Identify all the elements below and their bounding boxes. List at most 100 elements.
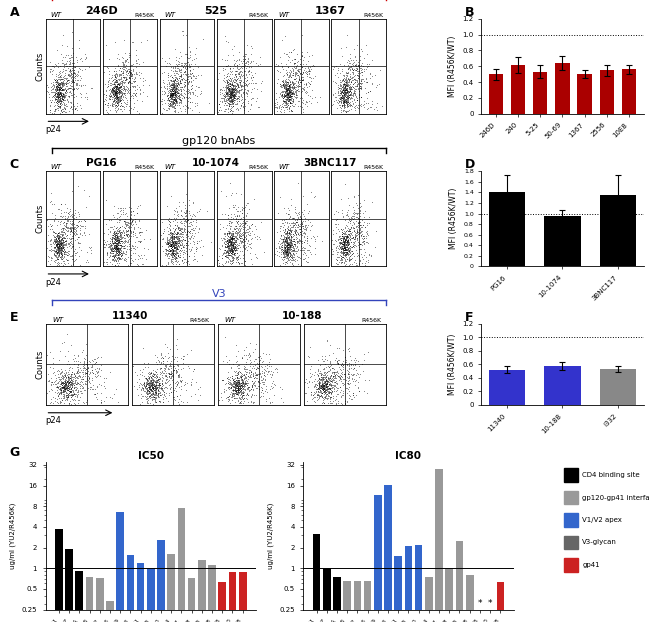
Point: [117, 77, 127, 86]
Point: [116, 70, 126, 80]
Point: [144, 379, 155, 389]
Point: [136, 381, 147, 391]
Point: [60, 383, 71, 393]
Point: [355, 63, 365, 73]
Point: [339, 79, 349, 89]
Point: [334, 373, 345, 383]
Point: [60, 211, 70, 221]
Point: [125, 209, 136, 219]
Point: [250, 381, 261, 391]
Point: [245, 386, 255, 396]
Point: [278, 75, 288, 85]
Point: [235, 384, 246, 394]
Point: [164, 236, 174, 246]
Point: [81, 359, 91, 369]
Point: [166, 88, 177, 98]
Point: [122, 67, 132, 77]
Point: [341, 245, 351, 255]
Point: [246, 369, 256, 379]
Point: [354, 92, 365, 102]
Point: [116, 251, 126, 261]
Point: [102, 249, 112, 259]
Point: [227, 86, 237, 96]
Point: [225, 96, 235, 106]
Point: [277, 384, 287, 394]
Point: [284, 95, 294, 104]
Point: [58, 242, 69, 252]
Point: [298, 95, 309, 105]
Point: [147, 379, 157, 389]
Point: [115, 244, 125, 254]
Point: [58, 385, 68, 395]
Point: [73, 361, 83, 371]
Point: [358, 74, 368, 84]
Point: [283, 233, 294, 243]
Point: [115, 87, 125, 97]
Point: [323, 386, 333, 396]
Point: [330, 374, 341, 384]
Point: [75, 383, 85, 392]
Point: [282, 83, 293, 93]
Point: [161, 246, 172, 256]
Point: [284, 244, 294, 254]
Point: [172, 83, 182, 93]
Point: [341, 70, 351, 80]
Point: [356, 76, 366, 86]
Point: [106, 248, 116, 258]
Point: [171, 94, 181, 104]
Point: [51, 81, 62, 91]
Point: [136, 385, 147, 395]
Point: [150, 388, 161, 397]
Point: [301, 223, 311, 233]
Text: gp120-gp41 interface: gp120-gp41 interface: [582, 494, 650, 501]
Point: [165, 90, 176, 100]
Point: [164, 224, 175, 234]
Point: [332, 366, 342, 376]
Point: [311, 97, 322, 107]
Point: [313, 394, 324, 404]
Point: [235, 81, 246, 91]
Point: [65, 377, 75, 387]
Point: [168, 80, 178, 90]
Point: [282, 245, 293, 255]
Point: [224, 228, 234, 238]
Point: [58, 235, 68, 245]
Point: [75, 81, 86, 91]
Point: [184, 208, 194, 218]
Point: [55, 101, 65, 111]
Point: [226, 92, 236, 102]
Point: [281, 83, 292, 93]
Point: [229, 92, 240, 102]
Point: [340, 88, 350, 98]
Point: [347, 373, 358, 383]
Point: [58, 244, 69, 254]
Point: [354, 361, 364, 371]
Point: [294, 235, 304, 245]
Point: [149, 375, 159, 385]
Point: [168, 86, 178, 96]
Point: [233, 384, 243, 394]
Point: [112, 91, 122, 101]
Point: [53, 91, 63, 101]
Point: [169, 78, 179, 88]
Point: [232, 234, 242, 244]
Point: [299, 230, 309, 239]
Point: [130, 82, 140, 92]
Point: [51, 237, 62, 247]
Point: [237, 208, 247, 218]
Point: [276, 231, 287, 241]
Point: [144, 381, 155, 391]
Point: [345, 254, 356, 264]
Point: [257, 375, 267, 385]
Point: [73, 397, 83, 407]
Point: [282, 239, 293, 249]
Point: [168, 85, 178, 95]
Point: [220, 208, 231, 218]
Point: [53, 233, 64, 243]
Point: [144, 383, 154, 392]
Point: [291, 93, 302, 103]
Point: [136, 379, 146, 389]
Point: [302, 70, 313, 80]
Point: [164, 369, 174, 379]
Point: [62, 230, 72, 240]
